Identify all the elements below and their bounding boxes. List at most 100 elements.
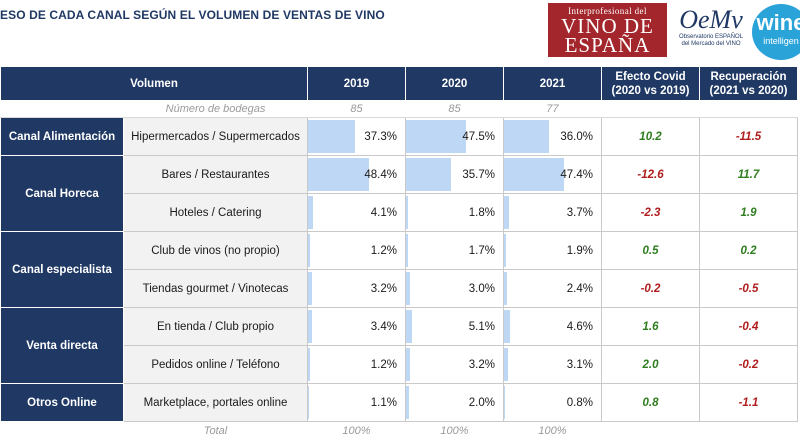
value-2021: 3.7%: [503, 193, 602, 232]
value-2020: 3.0%: [405, 269, 504, 308]
value-bar: [308, 272, 313, 305]
value-2020: 47.5%: [405, 117, 504, 156]
value-bar: [504, 272, 508, 305]
bodegas-row: Número de bodegas 85 85 77: [0, 100, 798, 118]
logo-text: Interprofesional del: [568, 6, 647, 16]
table-row: Canal Horeca Bares / Restaurantes 48.4% 35…: [0, 155, 798, 232]
value-text: 3.0%: [468, 282, 495, 295]
category-especialista: Canal especialista: [0, 231, 124, 308]
value-text: 2.4%: [566, 282, 593, 295]
value-text: 1.9%: [566, 244, 593, 257]
category-venta-directa: Venta directa: [0, 307, 124, 384]
vino-de-espana-logo: Interprofesional del VINO DE ESPAÑA: [548, 3, 667, 57]
value-bar: [504, 234, 507, 267]
value-2021: 1.9%: [503, 231, 602, 270]
value-text: 4.1%: [370, 206, 397, 219]
value-text: 1.2%: [370, 358, 397, 371]
value-2019: 1.1%: [307, 383, 406, 422]
recuperacion-value: 1.9: [699, 193, 798, 232]
value-text: 36.0%: [560, 130, 593, 143]
logo-text: wine: [756, 10, 800, 35]
value-2020: 2.0%: [405, 383, 504, 422]
value-bar: [504, 120, 550, 153]
channel-name: Tiendas gourmet / Vinotecas: [123, 269, 308, 308]
recuperacion-value: -0.4: [699, 307, 798, 346]
channel-name: En tienda / Club propio: [123, 307, 308, 346]
value-2021: 36.0%: [503, 117, 602, 156]
efecto-covid-value: 1.6: [601, 307, 700, 346]
header-efecto-covid: Efecto Covid (2020 vs 2019): [601, 66, 700, 101]
channel-name: Marketplace, portales online: [123, 383, 308, 422]
value-bar: [406, 310, 413, 343]
value-text: 1.1%: [370, 396, 397, 409]
logo-text: ESPAÑA: [564, 33, 651, 57]
recuperacion-value: -0.5: [699, 269, 798, 308]
value-2019: 4.1%: [307, 193, 406, 232]
value-text: 3.4%: [370, 320, 397, 333]
value-bar: [308, 196, 314, 229]
value-bar: [406, 386, 409, 419]
bodegas-2020: 85: [405, 100, 504, 118]
page-title: ESO DE CADA CANAL SEGÚN EL VOLUMEN DE VE…: [0, 8, 385, 22]
efecto-covid-value: -0.2: [601, 269, 700, 308]
efecto-covid-value: -12.6: [601, 155, 700, 194]
value-bar: [308, 348, 310, 381]
efecto-covid-value: 0.5: [601, 231, 700, 270]
header-recup-line2: (2021 vs 2020): [709, 84, 788, 97]
value-2021: 47.4%: [503, 155, 602, 194]
value-bar: [504, 158, 564, 191]
header-volumen: Volumen: [0, 66, 308, 101]
header-recuperacion: Recuperación (2021 vs 2020): [699, 66, 798, 101]
channel-name: Pedidos online / Teléfono: [123, 345, 308, 384]
value-bar: [308, 386, 310, 419]
channel-name: Hipermercados / Supermercados: [123, 117, 308, 156]
oemv-logo: OeMv Observatorio ESPAÑOL del Mercado de…: [676, 6, 746, 56]
recuperacion-value: 11.7: [699, 155, 798, 194]
table-header-row: Volumen 2019 2020 2021 Efecto Covid (2020…: [0, 66, 798, 101]
recuperacion-value: -11.5: [699, 117, 798, 156]
recuperacion-value: 0.2: [699, 231, 798, 270]
efecto-covid-value: 2.0: [601, 345, 700, 384]
empty-cell: [699, 100, 798, 118]
channel-volume-table: Volumen 2019 2020 2021 Efecto Covid (2020…: [0, 66, 798, 440]
logo-text: VINO DE: [561, 14, 654, 38]
empty-cell: [601, 421, 700, 440]
value-text: 0.8%: [566, 396, 593, 409]
value-2021: 2.4%: [503, 269, 602, 308]
total-row: Total 100% 100% 100%: [0, 421, 798, 440]
recuperacion-value: -0.2: [699, 345, 798, 384]
empty-cell: [601, 100, 700, 118]
value-text: 3.2%: [468, 358, 495, 371]
value-bar: [406, 234, 409, 267]
value-bar: [406, 158, 452, 191]
value-text: 5.1%: [468, 320, 495, 333]
value-text: 1.2%: [370, 244, 397, 257]
header-covid-line1: Efecto Covid: [615, 70, 686, 83]
value-bar: [504, 196, 509, 229]
table-row: Canal Alimentación Hipermercados / Super…: [0, 117, 798, 156]
value-bar: [406, 348, 411, 381]
value-bar: [308, 310, 313, 343]
value-bar: [406, 196, 409, 229]
total-2019: 100%: [307, 421, 406, 440]
value-bar: [308, 120, 356, 153]
value-text: 1.8%: [468, 206, 495, 219]
value-2020: 35.7%: [405, 155, 504, 194]
total-label: Total: [123, 421, 308, 440]
value-text: 35.7%: [462, 168, 495, 181]
category-alimentacion: Canal Alimentación: [0, 117, 124, 156]
wine-intelligence-logo: wine intelligen: [752, 4, 800, 60]
value-2021: 3.1%: [503, 345, 602, 384]
value-bar: [308, 234, 310, 267]
table-row: Hoteles / Catering 4.1% 1.8% 3.7% -2.3 1.9: [1, 193, 798, 232]
value-text: 3.2%: [370, 282, 397, 295]
value-text: 3.1%: [566, 358, 593, 371]
header-2021: 2021: [503, 66, 602, 101]
value-text: 48.4%: [364, 168, 397, 181]
value-2021: 4.6%: [503, 307, 602, 346]
value-text: 37.3%: [364, 130, 397, 143]
value-2020: 1.7%: [405, 231, 504, 270]
value-bar: [504, 310, 510, 343]
efecto-covid-value: 10.2: [601, 117, 700, 156]
value-2019: 1.2%: [307, 345, 406, 384]
